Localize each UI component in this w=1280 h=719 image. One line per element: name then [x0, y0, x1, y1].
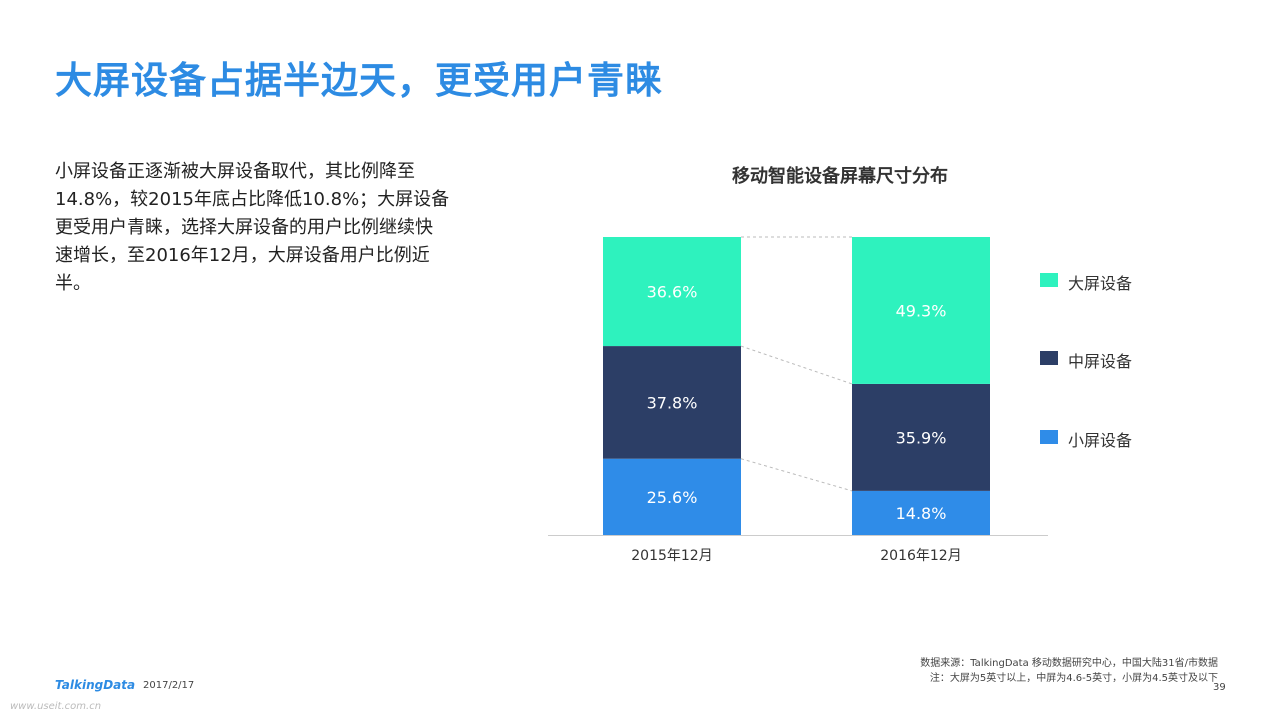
- bar-segment: [852, 490, 990, 535]
- x-tick-label: 2015年12月: [631, 548, 712, 564]
- bar-segment: [603, 346, 741, 459]
- page-title: 大屏设备占据半边天，更受用户青睐: [55, 59, 663, 102]
- description-text: 小屏设备正逐渐被大屏设备取代，其比例降至14.8%，较2015年底占比降低10.…: [55, 161, 450, 294]
- bar-segment: [603, 237, 741, 347]
- page-number: 39: [1213, 682, 1226, 693]
- note-text: 注：大屏为5英寸以上，中屏为4.6-5英寸，小屏为4.5英寸及以下: [929, 673, 1218, 684]
- data-label: 35.9%: [896, 428, 947, 447]
- legend-swatch: [1040, 273, 1058, 287]
- chart-title: 移动智能设备屏幕尺寸分布: [732, 166, 948, 187]
- legend-label: 中屏设备: [1068, 352, 1133, 371]
- data-source-text: 数据来源：TalkingData 移动数据研究中心，中国大陆31省/市数据: [920, 658, 1218, 669]
- data-label: 36.6%: [647, 283, 698, 302]
- connector-line: [740, 345, 853, 385]
- connector-line: [740, 458, 853, 492]
- legend-label: 大屏设备: [1068, 274, 1133, 293]
- x-tick-label: 2016年12月: [880, 548, 961, 564]
- stacked-bar-chart: 25.6% 37.8% 36.6% 2015年12月 14.8% 35.9% 49.3% 20…: [548, 236, 1048, 564]
- talkingdata-logo: TalkingData: [55, 678, 136, 692]
- data-label: 37.8%: [647, 393, 698, 412]
- report-date: 2017/2/17: [143, 680, 195, 691]
- data-label: 25.6%: [647, 488, 698, 507]
- legend-label: 小屏设备: [1068, 431, 1133, 450]
- data-label: 14.8%: [896, 504, 947, 523]
- legend-swatch: [1040, 351, 1058, 365]
- bar-segment: [603, 458, 741, 535]
- data-label: 49.3%: [896, 301, 947, 320]
- watermark: www.useit.com.cn: [10, 701, 102, 712]
- bar-segment: [852, 383, 990, 491]
- bar-segment: [852, 237, 990, 384]
- footnote: 数据来源：TalkingData 移动数据研究中心，中国大陆31省/市数据 注：…: [858, 656, 1218, 686]
- legend-swatch: [1040, 430, 1058, 444]
